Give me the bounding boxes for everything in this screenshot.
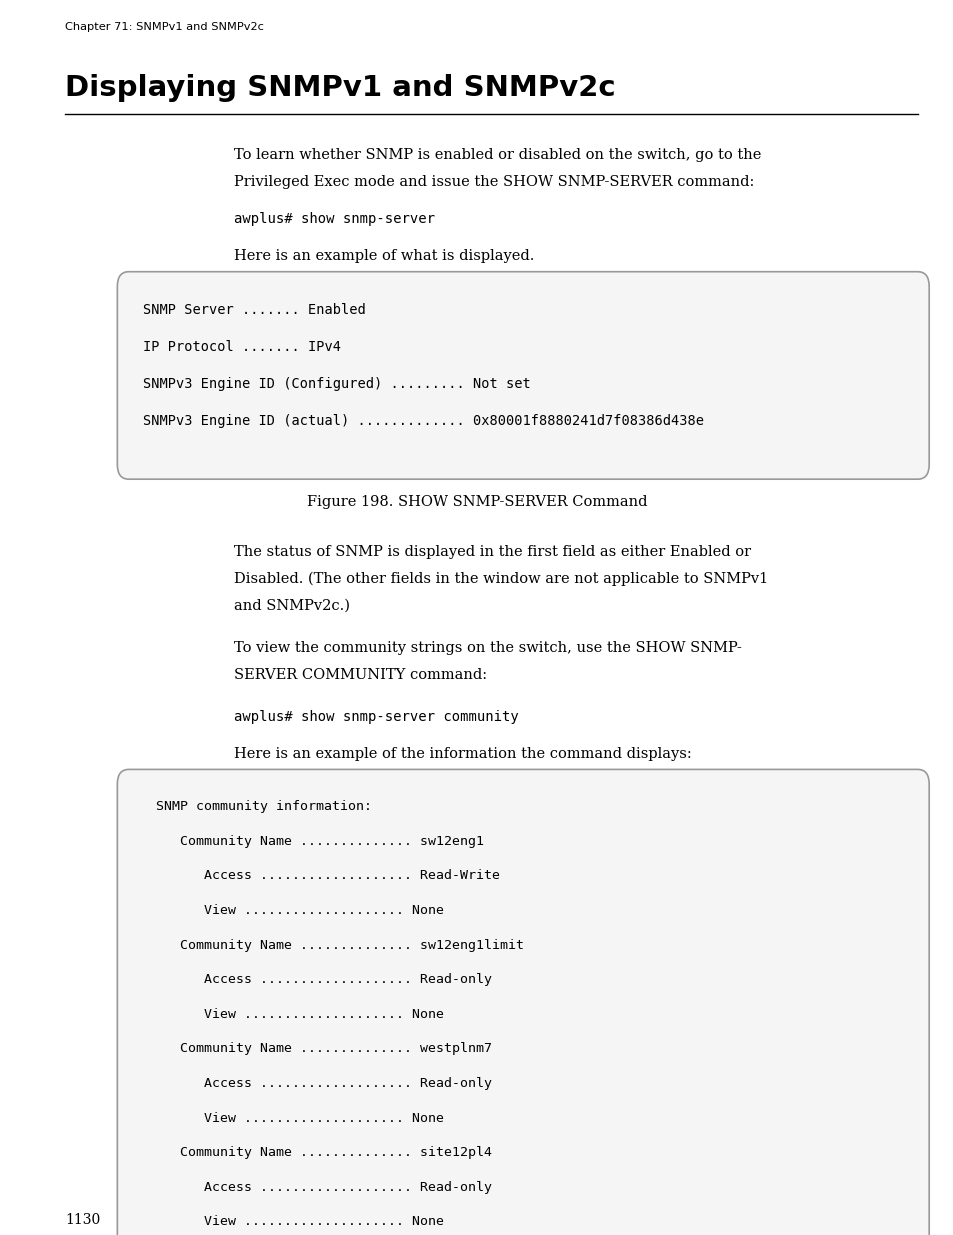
FancyBboxPatch shape	[117, 272, 928, 479]
Text: Community Name .............. westplnm7: Community Name .............. westplnm7	[140, 1042, 492, 1056]
Text: Community Name .............. sw12eng1limit: Community Name .............. sw12eng1li…	[140, 939, 524, 952]
Text: SERVER COMMUNITY command:: SERVER COMMUNITY command:	[233, 668, 486, 682]
Text: Here is an example of the information the command displays:: Here is an example of the information th…	[233, 747, 691, 761]
FancyBboxPatch shape	[117, 769, 928, 1235]
Text: SNMP Server ....... Enabled: SNMP Server ....... Enabled	[143, 303, 365, 316]
Text: Community Name .............. site12pl4: Community Name .............. site12pl4	[140, 1146, 492, 1160]
Text: Disabled. (The other fields in the window are not applicable to SNMPv1: Disabled. (The other fields in the windo…	[233, 572, 767, 587]
Text: Access ................... Read-Write: Access ................... Read-Write	[140, 869, 499, 883]
Text: View .................... None: View .................... None	[140, 1112, 444, 1125]
Text: View .................... None: View .................... None	[140, 1008, 444, 1021]
Text: Chapter 71: SNMPv1 and SNMPv2c: Chapter 71: SNMPv1 and SNMPv2c	[65, 22, 263, 32]
Text: View .................... None: View .................... None	[140, 904, 444, 918]
Text: Access ................... Read-only: Access ................... Read-only	[140, 1181, 492, 1194]
Text: Figure 198. SHOW SNMP-SERVER Command: Figure 198. SHOW SNMP-SERVER Command	[307, 495, 646, 509]
Text: IP Protocol ....... IPv4: IP Protocol ....... IPv4	[143, 340, 341, 353]
Text: View .................... None: View .................... None	[140, 1215, 444, 1229]
Text: Access ................... Read-only: Access ................... Read-only	[140, 973, 492, 987]
Text: awplus# show snmp-server community: awplus# show snmp-server community	[233, 710, 517, 724]
Text: Privileged Exec mode and issue the SHOW SNMP-SERVER command:: Privileged Exec mode and issue the SHOW …	[233, 175, 753, 189]
Text: Displaying SNMPv1 and SNMPv2c: Displaying SNMPv1 and SNMPv2c	[65, 74, 615, 103]
Text: awplus# show snmp-server: awplus# show snmp-server	[233, 212, 435, 226]
Text: Here is an example of what is displayed.: Here is an example of what is displayed.	[233, 249, 534, 263]
Text: To view the community strings on the switch, use the SHOW SNMP-: To view the community strings on the swi…	[233, 641, 740, 655]
Text: The status of SNMP is displayed in the first field as either Enabled or: The status of SNMP is displayed in the f…	[233, 545, 750, 558]
Text: To learn whether SNMP is enabled or disabled on the switch, go to the: To learn whether SNMP is enabled or disa…	[233, 148, 760, 162]
Text: Community Name .............. sw12eng1: Community Name .............. sw12eng1	[140, 835, 484, 848]
Text: SNMPv3 Engine ID (Configured) ......... Not set: SNMPv3 Engine ID (Configured) ......... …	[143, 377, 530, 390]
Text: and SNMPv2c.): and SNMPv2c.)	[233, 599, 350, 613]
Text: SNMPv3 Engine ID (actual) ............. 0x80001f8880241d7f08386d438e: SNMPv3 Engine ID (actual) ............. …	[143, 414, 703, 427]
Text: SNMP community information:: SNMP community information:	[140, 800, 372, 814]
Text: Access ................... Read-only: Access ................... Read-only	[140, 1077, 492, 1091]
Text: 1130: 1130	[65, 1213, 100, 1226]
